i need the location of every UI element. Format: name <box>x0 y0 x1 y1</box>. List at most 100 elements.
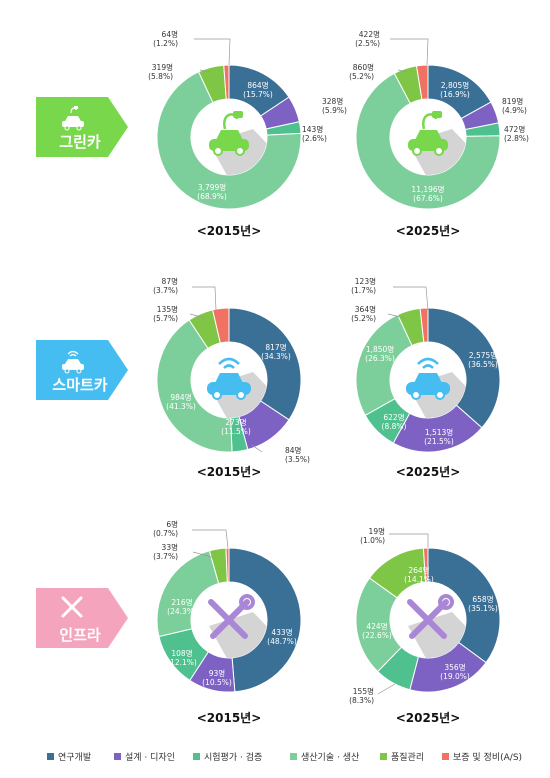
data-label-pct: (3.7%) <box>153 286 178 295</box>
data-label-pct: (2.6%) <box>302 134 327 143</box>
category-label: 스마트카 <box>52 376 107 394</box>
leader-line <box>390 38 429 66</box>
data-label-pct: (26.3%) <box>365 354 395 363</box>
data-label: 2,575명 <box>469 350 497 360</box>
data-label-pct: (16.9%) <box>440 90 470 99</box>
data-label-pct: (5.2%) <box>349 72 374 81</box>
donut-green-car-2015: 864명(15.7%) 328명(5.9%) 143명(2.6%) 3,799명(68… <box>148 29 347 210</box>
tools-icon <box>61 596 83 618</box>
leader-line <box>389 533 429 548</box>
data-label: 356명 <box>444 662 465 672</box>
chart-title: <2025년> <box>396 465 461 479</box>
data-label: 819명 <box>502 96 523 106</box>
data-label: 87명 <box>162 276 178 286</box>
data-label: 264명 <box>408 565 429 575</box>
leader-line <box>397 69 409 73</box>
leader-line <box>192 551 216 559</box>
data-label: 984명 <box>170 392 191 402</box>
data-label-pct: (35.1%) <box>468 604 498 613</box>
leader-line <box>189 313 206 319</box>
data-label-pct: (48.7%) <box>267 637 297 646</box>
tools-icon <box>208 594 255 639</box>
data-label: 93명 <box>209 668 225 678</box>
legend-label: 설계 · 디자인 <box>125 751 175 763</box>
data-label: 622명 <box>383 412 404 422</box>
category-label: 인프라 <box>59 626 101 644</box>
data-label: 216명 <box>171 597 192 607</box>
data-label-pct: (2.8%) <box>504 134 529 143</box>
category-label: 그린카 <box>59 133 101 151</box>
legend-swatch <box>442 753 449 760</box>
data-label-pct: (3.5%) <box>285 455 310 464</box>
data-label-pct: (68.9%) <box>197 192 227 201</box>
data-label-pct: (5.2%) <box>351 314 376 323</box>
chart-title: <2025년> <box>396 711 461 725</box>
data-label: 433명 <box>271 627 292 637</box>
data-label: 860명 <box>353 62 374 72</box>
data-label-pct: (4.9%) <box>502 106 527 115</box>
legend-label: 품질관리 <box>391 751 424 763</box>
legend: 연구개발 설계 · 디자인 시험평가 · 검증 생산기술 · 생산 품질관리 보… <box>47 751 522 763</box>
data-label: 364명 <box>355 304 376 314</box>
leader-line <box>194 38 231 66</box>
data-label-pct: (19.0%) <box>440 672 470 681</box>
electric-car-icon <box>408 111 448 156</box>
data-label: 328명 <box>322 96 343 106</box>
data-label: 422명 <box>359 29 380 39</box>
data-label: 143명 <box>302 124 323 134</box>
data-label-pct: (22.6%) <box>362 631 392 640</box>
category-badge-green-car: 그린카 <box>36 97 128 157</box>
data-label-pct: (21.5%) <box>424 437 454 446</box>
icon-shadow <box>408 612 466 658</box>
data-label: 864명 <box>247 80 268 90</box>
data-label: 1,513명 <box>425 427 453 437</box>
leader-line <box>199 69 211 73</box>
data-label: 19명 <box>369 526 385 536</box>
legend-swatch <box>114 753 121 760</box>
tools-icon <box>407 594 454 639</box>
data-label: 33명 <box>162 542 178 552</box>
chart-title: <2015년> <box>197 465 262 479</box>
data-label-pct: (5.8%) <box>148 72 173 81</box>
data-label: 424명 <box>366 621 387 631</box>
leader-line <box>251 444 263 453</box>
data-label: 155명 <box>353 686 374 696</box>
data-label-pct: (1.2%) <box>153 39 178 48</box>
data-label-pct: (0.7%) <box>153 529 178 538</box>
chart-title: <2025년> <box>396 224 461 238</box>
data-label: 135명 <box>157 304 178 314</box>
data-label-pct: (10.5%) <box>202 678 232 687</box>
data-label-pct: (5.7%) <box>153 314 178 323</box>
data-label-pct: (1.7%) <box>351 286 376 295</box>
legend-swatch <box>290 753 297 760</box>
donut-smart-car-2015: 817명(34.3%) 273명(11.5%) 84명(3.5%) 984명(41.3… <box>153 276 310 464</box>
data-label-pct: (14.1%) <box>404 575 434 584</box>
legend-label: 생산기술 · 생산 <box>301 752 359 763</box>
legend-label: 연구개발 <box>58 752 91 763</box>
data-label-pct: (3.7%) <box>153 552 178 561</box>
donut-green-car-2025: 2,805명(16.9%) 819명(4.9%) 472명(2.8%) 11,196명… <box>349 29 529 210</box>
category-badge-infra: 인프라 <box>36 588 128 648</box>
connected-car-icon <box>62 350 84 374</box>
donut-infra-2015: 433명(48.7%) 93명(10.5%) 108명(12.1%) 216명(24.… <box>153 519 302 693</box>
legend-swatch <box>380 753 387 760</box>
data-label-pct: (8.8%) <box>382 422 407 431</box>
data-label-pct: (5.9%) <box>322 106 347 115</box>
legend-swatch <box>193 753 200 760</box>
connected-car-icon <box>207 357 251 400</box>
chart-title: <2015년> <box>197 711 262 725</box>
data-label-pct: (34.3%) <box>261 352 291 361</box>
data-label: 3,799명 <box>198 182 226 192</box>
legend-label: 보증 및 정비(A/S) <box>453 751 522 763</box>
data-label: 6명 <box>166 519 178 529</box>
leader-line <box>393 286 429 311</box>
chart-title: <2015년> <box>197 224 262 238</box>
legend-label: 시험평가 · 검증 <box>204 751 262 763</box>
electric-car-icon <box>62 106 84 131</box>
data-label: 123명 <box>355 276 376 286</box>
category-badge-smart-car: 스마트카 <box>36 340 128 400</box>
data-label: 108명 <box>171 648 192 658</box>
data-label: 64명 <box>162 29 178 39</box>
data-label-pct: (41.3%) <box>166 402 196 411</box>
